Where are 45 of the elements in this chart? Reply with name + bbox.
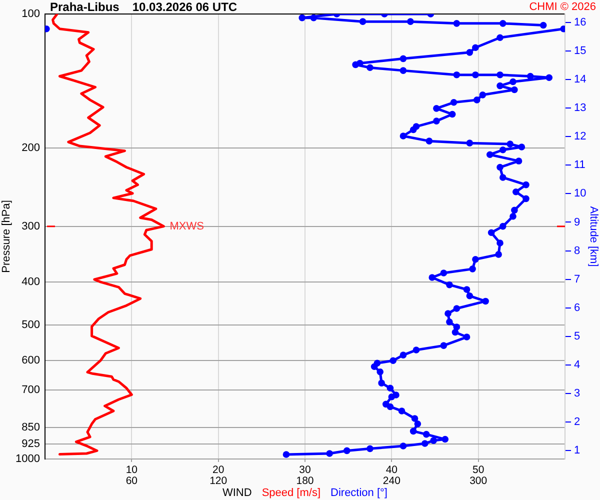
text: CHMI © 2026 bbox=[529, 1, 596, 13]
y-tick-label: 1000 bbox=[16, 453, 40, 466]
y2-tick-label: 4 bbox=[574, 358, 580, 371]
y2-tick-label: 15 bbox=[574, 45, 586, 58]
x-tick-label: 30 bbox=[299, 464, 311, 476]
y2-tick-label: 8 bbox=[574, 244, 580, 257]
x2-tick-label: 180 bbox=[296, 475, 314, 488]
y2-tick-label: 5 bbox=[574, 330, 580, 342]
x2-tick-label: 300 bbox=[470, 475, 488, 488]
y-tick-label: 200 bbox=[22, 142, 40, 154]
y2-tick-label: 14 bbox=[574, 74, 586, 86]
y-axis-title: Pressure [hPa] bbox=[0, 200, 13, 273]
y2-axis-title: Altitude [km] bbox=[587, 206, 600, 267]
x-tick-label: 50 bbox=[472, 464, 484, 476]
y-tick-label: 300 bbox=[22, 220, 40, 232]
y2-tick-label: 10 bbox=[574, 188, 586, 200]
y2-tick-label: 11 bbox=[574, 159, 586, 172]
y2-tick-label: 6 bbox=[574, 302, 580, 314]
y2-tick-label: 3 bbox=[574, 387, 580, 400]
y2-tick-label: 12 bbox=[574, 130, 586, 143]
y2-tick-label: 9 bbox=[574, 216, 580, 228]
y-tick-label: 700 bbox=[22, 384, 40, 396]
y2-tick-label: 7 bbox=[574, 273, 580, 286]
x-tick-label: 40 bbox=[386, 464, 398, 476]
y2-tick-label: 16 bbox=[574, 16, 586, 29]
x-tick-label: 10 bbox=[126, 464, 138, 476]
text: Speed [m/s] bbox=[262, 487, 321, 499]
x2-tick-label: 60 bbox=[126, 475, 138, 488]
y2-tick-label: 2 bbox=[574, 416, 580, 428]
x2-tick-label: 240 bbox=[382, 475, 401, 488]
x2-tick-label: 120 bbox=[210, 475, 228, 488]
chart-title: Praha-Libus bbox=[50, 0, 120, 14]
annotation: MXWS bbox=[170, 220, 204, 232]
y-tick-label: 925 bbox=[22, 438, 40, 450]
y2-tick-label: 1 bbox=[574, 444, 580, 456]
text: Direction [°] bbox=[330, 487, 388, 499]
y-tick-label: 100 bbox=[22, 8, 40, 20]
chart-subtitle: 10.03.2026 06 UTC bbox=[132, 0, 238, 14]
y-tick-label: 500 bbox=[22, 319, 40, 332]
x-tick-label: 20 bbox=[212, 464, 224, 476]
y2-tick-label: 13 bbox=[574, 102, 586, 114]
x-axis-title: WIND bbox=[222, 487, 252, 499]
y-tick-label: 400 bbox=[22, 276, 40, 288]
y-tick-label: 600 bbox=[22, 354, 40, 366]
y-tick-label: 850 bbox=[22, 422, 40, 434]
